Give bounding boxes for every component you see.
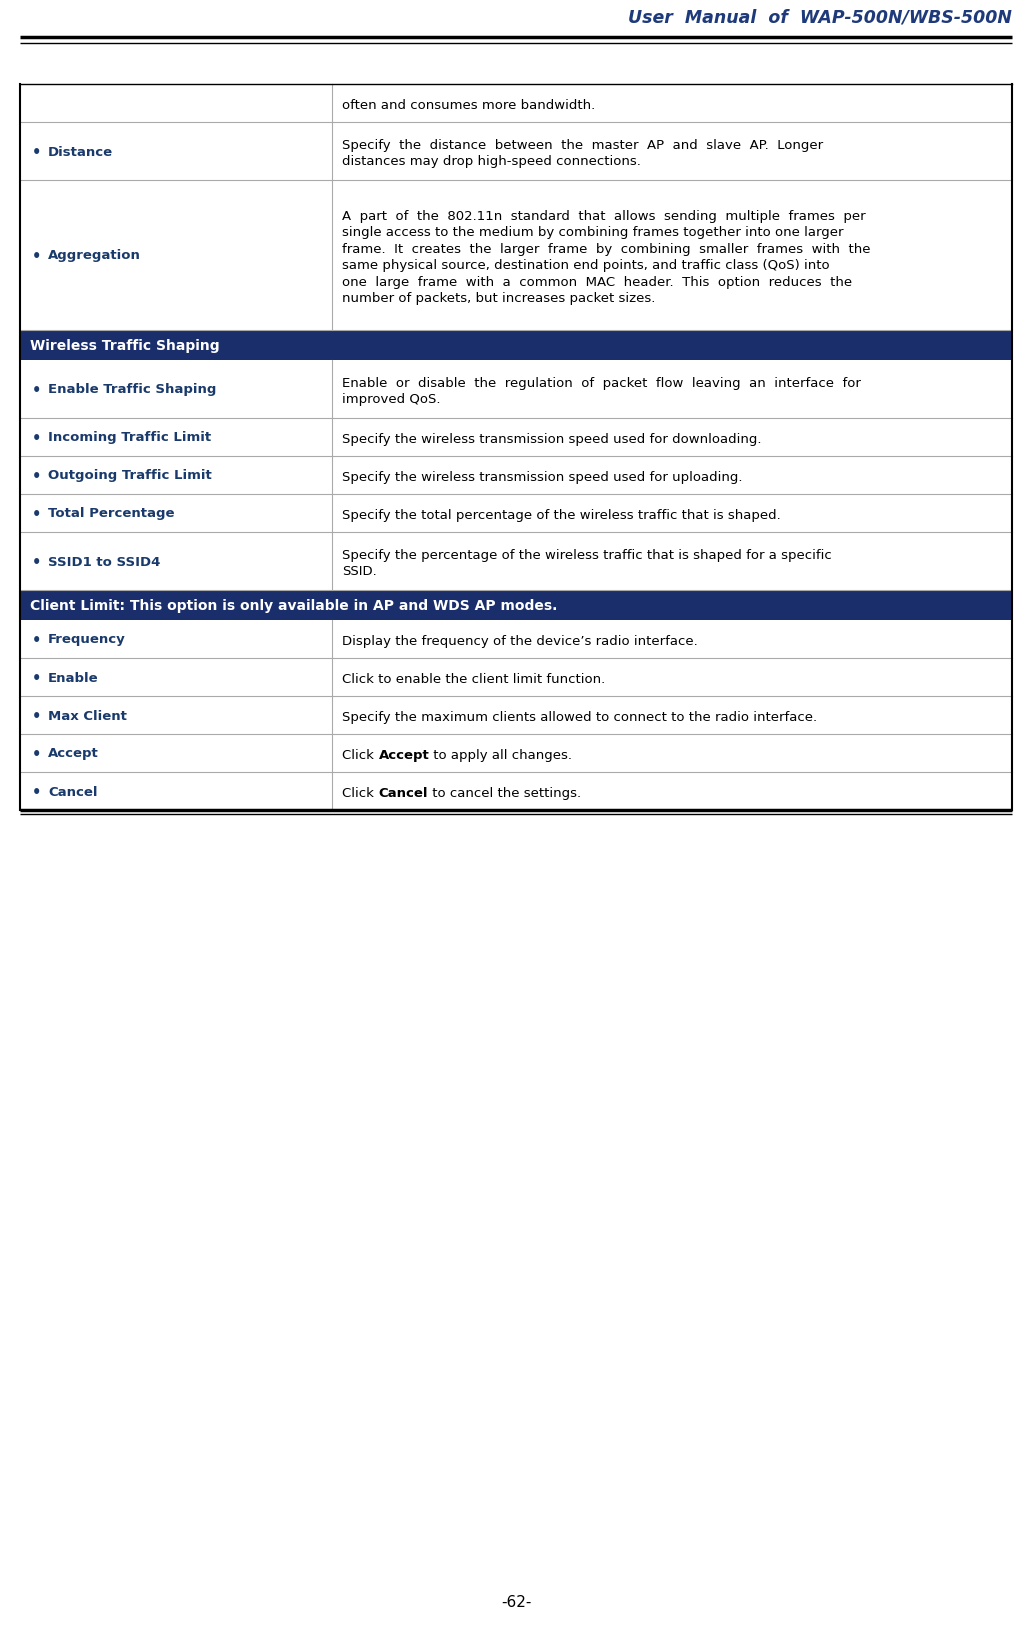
Text: User  Manual  of  WAP-500N/WBS-500N: User Manual of WAP-500N/WBS-500N: [628, 10, 1012, 28]
Text: SSID.: SSID.: [343, 565, 378, 578]
Text: Enable Traffic Shaping: Enable Traffic Shaping: [49, 384, 217, 397]
Text: Click: Click: [343, 787, 379, 800]
Text: A  part  of  the  802.11n  standard  that  allows  sending  multiple  frames  pe: A part of the 802.11n standard that allo…: [343, 209, 866, 222]
Text: •: •: [32, 708, 41, 723]
Text: SSID1 to SSID4: SSID1 to SSID4: [49, 555, 160, 568]
Text: •: •: [32, 555, 41, 570]
Text: Click to enable the client limit function.: Click to enable the client limit functio…: [343, 672, 606, 685]
Text: Specify the total percentage of the wireless traffic that is shaped.: Specify the total percentage of the wire…: [343, 509, 781, 522]
Text: Cancel: Cancel: [49, 785, 97, 798]
Text: often and consumes more bandwidth.: often and consumes more bandwidth.: [343, 100, 595, 113]
Text: •: •: [32, 506, 41, 521]
Text: one  large  frame  with  a  common  MAC  header.  This  option  reduces  the: one large frame with a common MAC header…: [343, 276, 852, 289]
Text: improved QoS.: improved QoS.: [343, 393, 441, 406]
Text: Specify the wireless transmission speed used for uploading.: Specify the wireless transmission speed …: [343, 470, 743, 483]
Text: •: •: [32, 382, 41, 397]
Text: Specify  the  distance  between  the  master  AP  and  slave  AP.  Longer: Specify the distance between the master …: [343, 139, 824, 152]
Text: to cancel the settings.: to cancel the settings.: [428, 787, 581, 800]
Text: Aggregation: Aggregation: [49, 250, 141, 263]
Text: Enable: Enable: [49, 671, 99, 684]
Text: Client Limit: This option is only available in AP and WDS AP modes.: Client Limit: This option is only availa…: [30, 599, 557, 612]
Text: Distance: Distance: [49, 145, 114, 158]
Text: Specify the maximum clients allowed to connect to the radio interface.: Specify the maximum clients allowed to c…: [343, 710, 817, 723]
Text: single access to the medium by combining frames together into one larger: single access to the medium by combining…: [343, 227, 844, 238]
Text: same physical source, destination end points, and traffic class (QoS) into: same physical source, destination end po…: [343, 259, 830, 273]
Text: Incoming Traffic Limit: Incoming Traffic Limit: [49, 431, 212, 444]
Bar: [20, 331, 1012, 361]
Text: •: •: [32, 746, 41, 761]
Text: •: •: [32, 468, 41, 483]
Text: Specify the percentage of the wireless traffic that is shaped for a specific: Specify the percentage of the wireless t…: [343, 548, 832, 561]
Text: Enable  or  disable  the  regulation  of  packet  flow  leaving  an  interface  : Enable or disable the regulation of pack…: [343, 377, 862, 390]
Text: Click: Click: [343, 749, 379, 762]
Text: Frequency: Frequency: [49, 633, 126, 646]
Text: Specify the wireless transmission speed used for downloading.: Specify the wireless transmission speed …: [343, 432, 762, 446]
Text: •: •: [32, 632, 41, 648]
Text: distances may drop high-speed connections.: distances may drop high-speed connection…: [343, 155, 641, 168]
Text: •: •: [32, 248, 41, 263]
Text: Outgoing Traffic Limit: Outgoing Traffic Limit: [49, 470, 212, 481]
Text: Total Percentage: Total Percentage: [49, 508, 174, 521]
Text: Cancel: Cancel: [379, 787, 428, 800]
Text: •: •: [32, 144, 41, 160]
Text: Wireless Traffic Shaping: Wireless Traffic Shaping: [30, 339, 220, 353]
Text: to apply all changes.: to apply all changes.: [429, 749, 573, 762]
Text: Accept: Accept: [49, 747, 99, 761]
Text: •: •: [32, 783, 41, 800]
Text: frame.  It  creates  the  larger  frame  by  combining  smaller  frames  with  t: frame. It creates the larger frame by co…: [343, 243, 871, 256]
Text: •: •: [32, 671, 41, 685]
Text: Accept: Accept: [379, 749, 429, 762]
Bar: [20, 591, 1012, 620]
Text: number of packets, but increases packet sizes.: number of packets, but increases packet …: [343, 292, 656, 305]
Text: -62-: -62-: [501, 1594, 531, 1609]
Text: •: •: [32, 431, 41, 446]
Text: Max Client: Max Client: [49, 708, 127, 721]
Text: Display the frequency of the device’s radio interface.: Display the frequency of the device’s ra…: [343, 635, 699, 648]
